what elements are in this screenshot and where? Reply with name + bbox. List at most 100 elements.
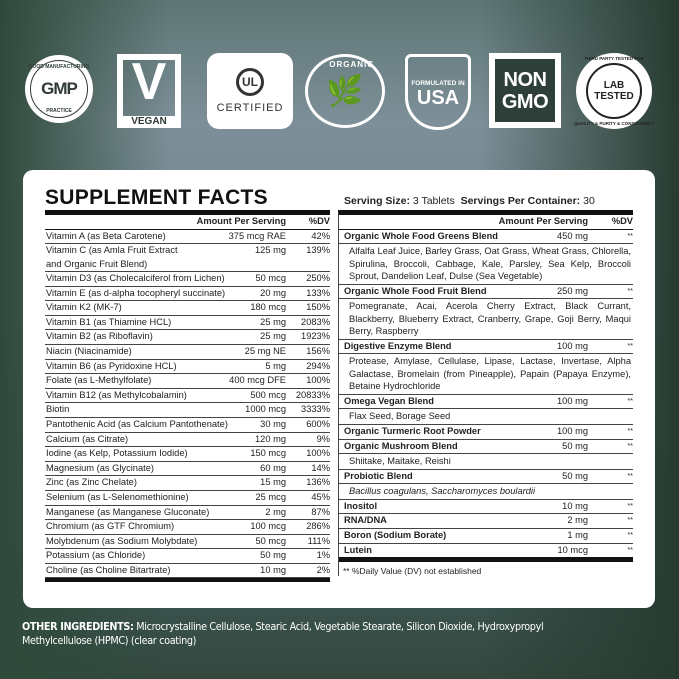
nutrient-amount: 25 mg NE [244,345,286,356]
nutrient-amount: 25 mg [260,331,286,342]
ul-label: CERTIFIED [216,102,284,114]
blend-amount: 450 mg [556,230,588,241]
nutrient-name: Pantothenic Acid (as Calcium Pantothenat… [46,418,228,429]
nutrient-amount: 50 mcg [255,535,287,546]
nutrient-name: Iodine (as Kelp, Potassium Iodide) [46,448,188,459]
table-row: Calcium (as Citrate) 120 mg 9% [45,433,330,448]
nutrient-amount: 100 mcg [250,521,286,532]
gmp-bottom-text: PRACTICE [46,108,72,114]
blend-dv: ** [627,287,633,295]
nutrient-name: Niacin (Niacinamide) [46,345,132,356]
table-row: Organic Whole Food Greens Blend 450 mg ** [339,230,633,245]
table-row: Organic Mushroom Blend 50 mg ** [339,440,633,455]
nutrient-dv: 87% [311,506,330,517]
non-text: NON [503,68,547,91]
blend-dv: ** [627,517,633,525]
blend-dv: ** [627,232,633,240]
lab-bottom-text: QUALITY & PURITY & CONSISTENCY [573,121,655,126]
nutrient-amount: 50 mcg [255,273,287,283]
table-row: Manganese (as Manganese Gluconate) 2 mg 87… [45,506,330,521]
table-row: Selenium (as L-Selenomethionine) 25 mcg 45… [45,491,330,506]
gmp-badge: GOOD MANUFACTURING GMP PRACTICE [25,55,93,123]
blend-name: Digestive Enzyme Blend [344,340,452,351]
table-row: Boron (Sodium Borate) 1 mg ** [339,529,633,544]
table-row: Lutein 10 mcg ** [339,544,633,562]
nutrient-name: Calcium (as Citrate) [46,433,129,444]
servings-per-container-label: Servings Per Container: [460,195,581,207]
usa-text: USA [416,87,460,109]
blend-name: Organic Whole Food Fruit Blend [344,285,487,296]
blend-dv: ** [627,546,633,554]
supplement-facts-panel: SUPPLEMENT FACTS Serving Size: 3 Tablets… [23,170,655,608]
blend-amount: 100 mg [556,395,588,406]
table-row: Vitamin B6 (as Pyridoxine HCL) 5 mg 294% [45,360,330,375]
nutrient-amount: 150 mcg [250,448,286,459]
nutrient-amount: 120 mg [254,433,286,444]
nutrient-dv: 14% [311,462,330,473]
nutrient-dv: 100% [306,448,330,459]
table-header: Amount Per Serving %DV [45,215,330,230]
table-header: Amount Per Serving %DV [339,215,633,230]
serving-size: 3 Tablets [412,195,455,207]
blend-dv: ** [627,531,633,539]
nutrient-amount: 30 mg [260,418,286,429]
leaf-icon: 🌿 [326,74,364,108]
table-row: Pantothenic Acid (as Calcium Pantothenat… [45,418,330,433]
supplement-facts-title: SUPPLEMENT FACTS [45,186,268,209]
nutrient-dv: 2083% [301,316,330,327]
nutrient-name: Manganese (as Manganese Gluconate) [46,506,210,517]
nutrient-amount: 180 mcg [250,302,286,313]
table-row: Folate (as L-Methylfolate) 400 mcg DFE 100… [45,374,330,389]
vegan-v-logo: V [131,53,167,111]
nutrient-name: Folate (as L-Methylfolate) [46,375,152,386]
nutrient-name: Vitamin A (as Beta Carotene) [46,230,166,241]
blend-name: Omega Vegan Blend [344,395,434,406]
nutrient-dv: 294% [306,360,330,371]
blend-name: Organic Turmeric Root Powder [344,425,481,436]
nutrient-amount: 50 mg [260,550,286,561]
nutrient-dv: 600% [306,418,330,429]
nutrient-dv: 136% [306,477,330,488]
table-row: Chromium (as GTF Chromium) 100 mcg 286% [45,520,330,535]
dv-footnote: ** %Daily Value (DV) not established [343,565,482,576]
nutrient-name: Biotin [46,404,70,415]
blend-amount: 10 mg [562,500,588,511]
lab-text: LAB [603,80,625,91]
nutrient-name: Vitamin E (as d-alpha tocopheryl succina… [46,287,226,298]
certification-badges: GOOD MANUFACTURING GMP PRACTICE V VEGAN … [0,40,679,150]
organic-label: ORGANIC [329,60,374,69]
nutrient-name: Chromium (as GTF Chromium) [46,521,175,532]
table-row: Organic Whole Food Fruit Blend 250 mg ** [339,285,633,300]
blend-ingredients: Shiitake, Maitake, Reishi [339,454,633,470]
nutrient-name: Choline (as Choline Bitartrate) [46,564,171,575]
nutrient-name: Vitamin B6 (as Pyridoxine HCL) [46,360,177,371]
serving-size-label: Serving Size: [344,195,410,207]
nutrient-name: Selenium (as L-Selenomethionine) [46,491,189,502]
ul-certified-badge: UL CERTIFIED [207,53,293,129]
nutrient-name: Molybdenum (as Sodium Molybdate) [46,535,198,546]
table-row: Niacin (Niacinamide) 25 mg NE 156% [45,345,330,360]
dv-header: %DV [308,216,330,226]
nutrient-name: Vitamin C (as Amla Fruit Extract and Org… [46,245,178,269]
nutrient-dv: 286% [306,521,330,532]
table-row: Vitamin B12 (as Methylcobalamin) 500 mcg 2… [45,389,330,404]
nutrient-amount: 125 mg [254,245,286,256]
blend-amount: 10 mcg [557,544,589,555]
nutrient-dv: 1923% [301,331,330,342]
table-row: Omega Vegan Blend 100 mg ** [339,395,633,410]
nutrient-amount: 2 mg [265,506,286,517]
nutrient-name: Vitamin B1 (as Thiamine HCL) [46,316,172,327]
nutrient-dv: 150% [306,302,330,313]
nutrient-dv: 139% [306,245,330,256]
gmp-top-text: GOOD MANUFACTURING [28,64,90,70]
blend-amount: 100 mg [556,425,588,436]
blend-dv: ** [627,342,633,350]
vegan-badge: V VEGAN [117,54,181,128]
nutrient-name: Vitamin B12 (as Methylcobalamin) [46,389,187,400]
blend-name: Lutein [344,544,372,555]
nutrient-dv: 20833% [295,389,330,400]
nutrient-name: Vitamin B2 (as Riboflavin) [46,331,153,342]
nutrient-dv: 45% [311,491,330,502]
blend-ingredients: Alfalfa Leaf Juice, Barley Grass, Oat Gr… [339,244,633,285]
nutrient-amount: 15 mg [260,477,286,488]
